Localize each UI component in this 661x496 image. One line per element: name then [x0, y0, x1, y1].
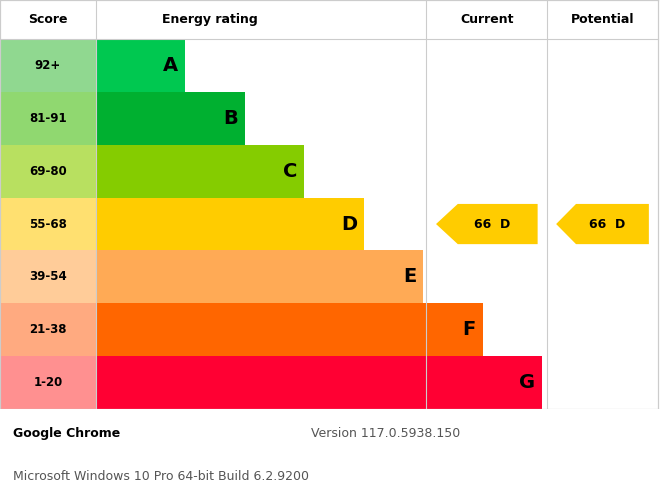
Text: D: D: [341, 215, 357, 234]
Text: 66  D: 66 D: [474, 218, 510, 231]
Text: Score: Score: [28, 13, 67, 26]
Bar: [0, 197, 96, 250]
Bar: [0, 356, 96, 409]
Polygon shape: [436, 204, 537, 244]
Text: B: B: [223, 109, 238, 128]
Text: F: F: [463, 320, 476, 339]
Text: E: E: [403, 267, 416, 287]
Bar: [96, 250, 423, 304]
Text: 21-38: 21-38: [29, 323, 67, 336]
Text: 81-91: 81-91: [29, 112, 67, 124]
Text: C: C: [283, 162, 297, 181]
Text: Potential: Potential: [570, 13, 635, 26]
Text: Energy rating: Energy rating: [162, 13, 258, 26]
Text: Version 117.0.5938.150: Version 117.0.5938.150: [311, 427, 460, 440]
Bar: [0, 39, 96, 92]
Bar: [0, 92, 96, 145]
Bar: [96, 356, 542, 409]
Text: Google Chrome: Google Chrome: [13, 427, 120, 440]
Text: 92+: 92+: [35, 59, 61, 72]
Polygon shape: [556, 204, 649, 244]
Bar: [96, 304, 483, 356]
Bar: [96, 92, 245, 145]
Bar: [0, 145, 96, 197]
Text: Microsoft Windows 10 Pro 64-bit Build 6.2.9200: Microsoft Windows 10 Pro 64-bit Build 6.…: [13, 470, 309, 484]
Text: Current: Current: [460, 13, 514, 26]
Bar: [0, 304, 96, 356]
Text: 66  D: 66 D: [590, 218, 625, 231]
Text: A: A: [163, 56, 178, 75]
Text: 1-20: 1-20: [33, 376, 63, 389]
Bar: [96, 39, 185, 92]
Bar: [96, 197, 364, 250]
Text: 39-54: 39-54: [29, 270, 67, 283]
Text: G: G: [520, 373, 535, 392]
Bar: [0, 250, 96, 304]
Bar: [96, 145, 304, 197]
Text: 69-80: 69-80: [29, 165, 67, 178]
Text: 55-68: 55-68: [29, 218, 67, 231]
